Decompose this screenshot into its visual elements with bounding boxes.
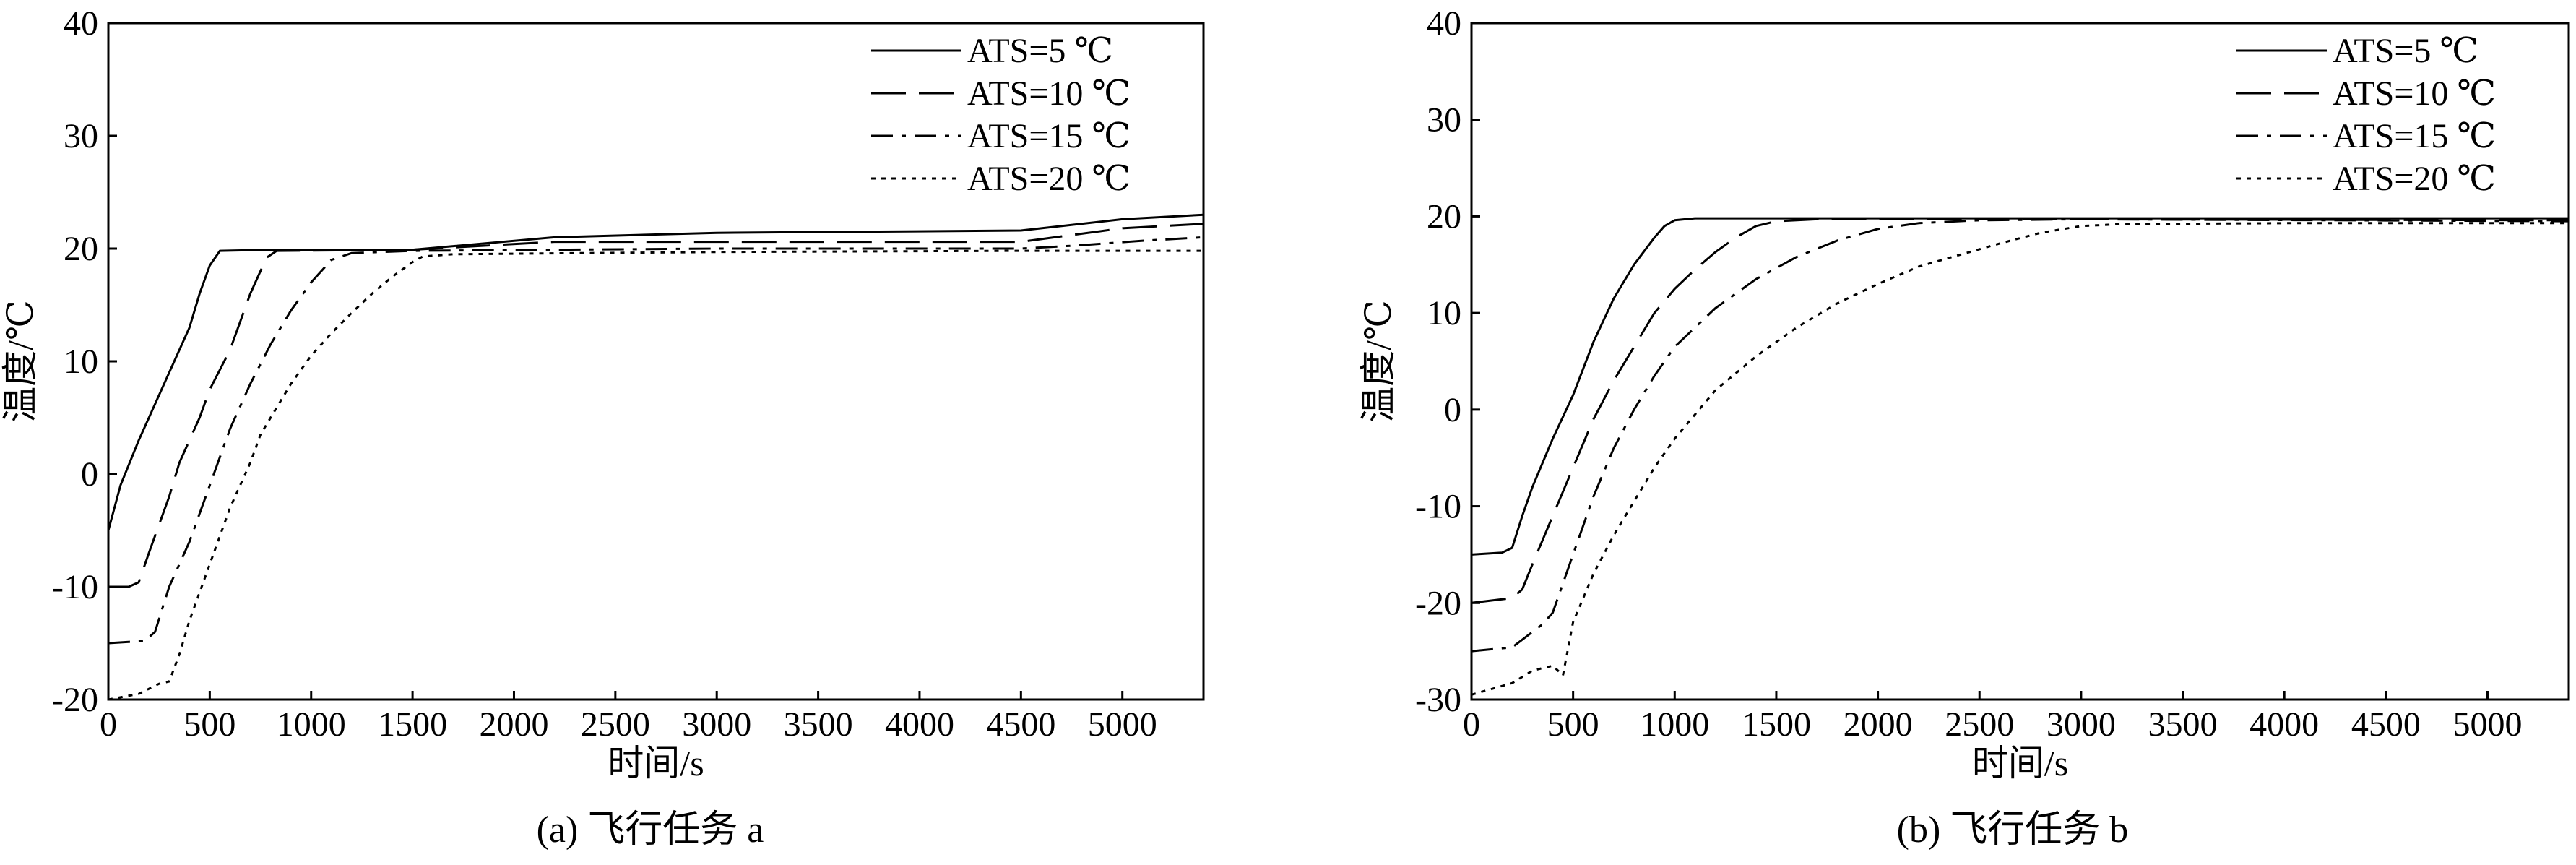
x-tick-label: 500	[1547, 705, 1599, 744]
y-tick-label: 0	[1444, 391, 1461, 429]
y-tick-label: -10	[1415, 488, 1461, 526]
figure-caption: (a) 飞行任务 a	[537, 809, 764, 851]
y-tick-label: 10	[64, 343, 98, 381]
series-line-4	[108, 249, 1203, 701]
y-tick-label: 20	[1427, 197, 1461, 236]
figure-caption: (b) 飞行任务 b	[1897, 809, 2129, 851]
y-tick-label: 10	[1427, 294, 1461, 332]
x-tick-label: 2500	[1945, 705, 2014, 744]
series-line-2	[1471, 218, 2569, 604]
y-tick-label: 30	[64, 117, 98, 155]
y-tick-label: -20	[52, 681, 98, 719]
x-tick-label: 2500	[581, 705, 650, 744]
x-tick-label: 5000	[1088, 705, 1157, 744]
chart-panel-a: 0 500 1000 1500 2000 2500 3000 3500 4000 4500 5000…	[0, 4, 1205, 851]
y-tick-label: 20	[64, 230, 98, 268]
legend-label-4: ATS=20 ℃	[967, 160, 1131, 198]
y-tick-label: 40	[1427, 4, 1461, 43]
series-line-3	[1471, 218, 2569, 653]
legend-label-4: ATS=20 ℃	[2333, 160, 2496, 198]
y-tick-label: -30	[1415, 681, 1461, 719]
x-tick-label: 4500	[2351, 705, 2421, 744]
y-tick-label: -20	[1415, 584, 1461, 622]
x-tick-label: 1000	[277, 705, 346, 744]
x-tick-label: 0	[100, 705, 117, 744]
legend-label-3: ATS=15 ℃	[2333, 117, 2496, 155]
x-tick-label: 1500	[378, 705, 447, 744]
x-tick-label: 500	[183, 705, 235, 744]
x-tick-label: 4500	[986, 705, 1055, 744]
x-tick-label: 1500	[1742, 705, 1811, 744]
chart-panel-b: 0 500 1000 1500 2000 2500 3000 3500 4000 4500 5000…	[1358, 4, 2570, 851]
x-tick-label: 3000	[2046, 705, 2116, 744]
y-tick-label: -10	[52, 568, 98, 606]
legend: ATS=5 ℃ ATS=10 ℃ ATS=15 ℃ ATS=20 ℃	[2236, 32, 2496, 198]
series-line-1	[107, 213, 1204, 531]
legend-label-2: ATS=10 ℃	[2333, 74, 2496, 113]
x-tick-label: 4000	[885, 705, 954, 744]
x-tick-label: 4000	[2249, 705, 2319, 744]
x-tick-label: 5000	[2452, 705, 2522, 744]
y-axis-label: 温度/℃	[0, 300, 40, 423]
x-tick-label: 2000	[479, 705, 548, 744]
x-tick-label: 0	[1463, 705, 1480, 744]
x-tick-label: 3000	[682, 705, 751, 744]
x-axis-label: 时间/s	[1972, 743, 2068, 783]
series-line-1	[1471, 217, 2569, 556]
legend-label-2: ATS=10 ℃	[967, 74, 1131, 113]
x-tick-label: 3500	[784, 705, 853, 744]
legend: ATS=5 ℃ ATS=10 ℃ ATS=15 ℃ ATS=20 ℃	[871, 32, 1131, 198]
y-tick-label: 30	[1427, 101, 1461, 139]
plot-frame	[1470, 22, 2570, 701]
y-tick-label: 0	[81, 455, 98, 494]
x-axis-label: 时间/s	[608, 743, 704, 783]
y-tick-label: 40	[64, 4, 98, 43]
legend-label-1: ATS=5 ℃	[967, 32, 1113, 70]
y-axis-label: 温度/℃	[1358, 300, 1399, 423]
x-tick-label: 1000	[1640, 705, 1709, 744]
x-tick-label: 2000	[1844, 705, 1913, 744]
series-line-2	[108, 223, 1204, 588]
legend-label-3: ATS=15 ℃	[967, 117, 1131, 155]
series-line-3	[108, 236, 1204, 645]
x-tick-label: 3500	[2148, 705, 2218, 744]
series-line-4	[1471, 222, 2569, 696]
legend-label-1: ATS=5 ℃	[2333, 32, 2478, 70]
